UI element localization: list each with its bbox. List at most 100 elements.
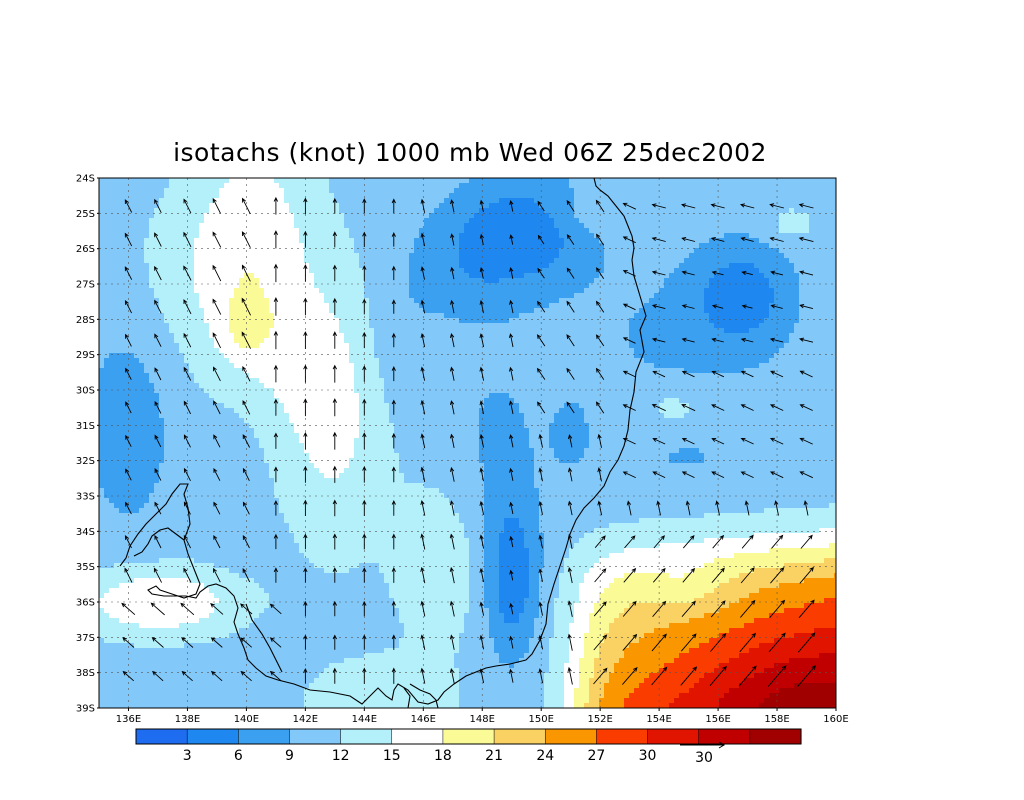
isotach-cell bbox=[759, 268, 765, 274]
isotach-cell bbox=[209, 273, 215, 279]
isotach-cell bbox=[379, 258, 385, 264]
isotach-cell bbox=[169, 268, 175, 274]
isotach-cell bbox=[474, 223, 480, 229]
isotach-cell bbox=[379, 338, 385, 344]
isotach-cell bbox=[559, 218, 565, 224]
isotach-cell bbox=[314, 238, 320, 244]
isotach-cell bbox=[129, 228, 135, 234]
isotach-cell bbox=[284, 328, 290, 334]
isotach-cell bbox=[209, 298, 215, 304]
isotach-cell bbox=[414, 283, 420, 289]
isotach-cell bbox=[759, 253, 765, 259]
isotach-cell bbox=[99, 243, 105, 249]
isotach-cell bbox=[524, 293, 530, 299]
isotach-cell bbox=[789, 203, 795, 209]
isotach-cell bbox=[494, 228, 500, 234]
isotach-cell bbox=[729, 218, 735, 224]
isotach-cell bbox=[824, 218, 830, 224]
isotach-cell bbox=[709, 203, 715, 209]
isotach-cell bbox=[394, 183, 400, 189]
isotach-cell bbox=[679, 303, 685, 309]
isotach-cell bbox=[699, 338, 705, 344]
isotach-cell bbox=[314, 258, 320, 264]
isotach-cell bbox=[494, 313, 500, 319]
isotach-cell bbox=[669, 263, 675, 269]
isotach-cell bbox=[439, 338, 445, 344]
isotach-cell bbox=[664, 323, 670, 329]
isotach-cell bbox=[834, 333, 837, 339]
isotach-cell bbox=[489, 323, 495, 329]
isotach-cell bbox=[294, 188, 300, 194]
isotach-cell bbox=[154, 308, 160, 314]
isotach-cell bbox=[829, 233, 835, 239]
isotach-cell bbox=[229, 198, 235, 204]
isotach-cell bbox=[774, 268, 780, 274]
isotach-cell bbox=[279, 328, 285, 334]
isotach-cell bbox=[239, 203, 245, 209]
isotach-cell bbox=[784, 283, 790, 289]
isotach-cell bbox=[704, 308, 710, 314]
isotach-cell bbox=[614, 283, 620, 289]
isotach-cell bbox=[544, 288, 550, 294]
isotach-cell bbox=[314, 228, 320, 234]
isotach-cell bbox=[339, 328, 345, 334]
isotach-cell bbox=[744, 198, 750, 204]
isotach-cell bbox=[149, 258, 155, 264]
isotach-cell bbox=[259, 198, 265, 204]
isotach-cell bbox=[149, 303, 155, 309]
isotach-cell bbox=[379, 218, 385, 224]
isotach-cell bbox=[814, 283, 820, 289]
isotach-cell bbox=[769, 208, 775, 214]
isotach-cell bbox=[354, 183, 360, 189]
isotach-cell bbox=[599, 338, 605, 344]
isotach-cell bbox=[224, 278, 230, 284]
isotach-cell bbox=[834, 238, 837, 244]
isotach-cell bbox=[534, 233, 540, 239]
isotach-cell bbox=[259, 323, 265, 329]
isotach-cell bbox=[419, 288, 425, 294]
isotach-cell bbox=[234, 263, 240, 269]
isotach-cell bbox=[139, 193, 145, 199]
isotach-cell bbox=[609, 228, 615, 234]
isotach-cell bbox=[289, 203, 295, 209]
isotach-cell bbox=[149, 248, 155, 254]
isotach-cell bbox=[719, 278, 725, 284]
isotach-cell bbox=[744, 208, 750, 214]
isotach-cell bbox=[414, 318, 420, 324]
isotach-cell bbox=[429, 208, 435, 214]
isotach-cell bbox=[319, 278, 325, 284]
isotach-cell bbox=[529, 318, 535, 324]
isotach-cell bbox=[259, 178, 265, 184]
isotach-cell bbox=[184, 183, 190, 189]
isotach-cell bbox=[264, 338, 270, 344]
isotach-cell bbox=[179, 333, 185, 339]
isotach-cell bbox=[139, 263, 145, 269]
isotach-cell bbox=[814, 198, 820, 204]
isotach-cell bbox=[629, 208, 635, 214]
isotach-cell bbox=[499, 318, 505, 324]
isotach-cell bbox=[674, 263, 680, 269]
isotach-cell bbox=[234, 323, 240, 329]
isotach-cell bbox=[824, 273, 830, 279]
isotach-cell bbox=[384, 283, 390, 289]
isotach-cell bbox=[109, 198, 115, 204]
isotach-cell bbox=[534, 343, 540, 349]
isotach-cell bbox=[444, 258, 450, 264]
isotach-cell bbox=[524, 218, 530, 224]
isotach-cell bbox=[454, 268, 460, 274]
isotach-cell bbox=[674, 283, 680, 289]
isotach-cell bbox=[354, 213, 360, 219]
isotach-cell bbox=[154, 243, 160, 249]
isotach-cell bbox=[329, 328, 335, 334]
isotach-cell bbox=[284, 178, 290, 184]
isotach-cell bbox=[134, 198, 140, 204]
isotach-cell bbox=[529, 333, 535, 339]
isotach-cell bbox=[719, 188, 725, 194]
isotach-cell bbox=[304, 183, 310, 189]
isotach-cell bbox=[204, 203, 210, 209]
isotach-cell bbox=[579, 308, 585, 314]
isotach-cell bbox=[549, 308, 555, 314]
isotach-cell bbox=[454, 218, 460, 224]
isotach-cell bbox=[374, 298, 380, 304]
isotach-cell bbox=[389, 298, 395, 304]
